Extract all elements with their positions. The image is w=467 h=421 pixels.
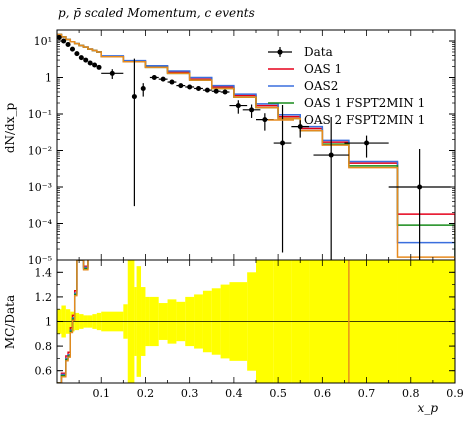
x-tick-label: 0.5: [269, 387, 287, 400]
data-point: [96, 64, 102, 70]
mc-histograms: [57, 33, 455, 260]
legend-label: OAS 1 FSPT2MIN 1: [304, 96, 425, 110]
y-tick-label: 10¹: [34, 35, 52, 48]
main-plot: 10⁻⁵ 10⁻⁴ 10⁻³ 10⁻² 10⁻¹ 1 10¹: [28, 29, 456, 267]
data-point: [328, 152, 334, 158]
ratio-y-tick-label: 1: [45, 316, 52, 329]
legend-item: Data: [268, 45, 333, 59]
data-point: [69, 46, 75, 52]
y-tick-label: 10⁻³: [28, 181, 52, 194]
data-point: [83, 57, 89, 63]
data-point: [78, 55, 84, 61]
histogram-OAS 2 FSPT2MIN 1: [57, 33, 455, 260]
data-point: [65, 42, 71, 48]
histogram-OAS 1 FSPT2MIN 1: [57, 33, 455, 260]
data-point: [417, 184, 423, 190]
legend-marker-point: [277, 49, 283, 55]
chart-title: p, p̄ scaled Momentum, c events: [58, 6, 255, 20]
x-tick-label: 0.2: [137, 387, 155, 400]
histogram-OAS 1: [57, 33, 455, 260]
data-point: [213, 88, 219, 94]
legend-item: OAS2: [268, 79, 338, 93]
data-point: [140, 85, 146, 91]
legend: Data OAS 1 OAS2 OAS 1 FSPT2MIN 1 OAS 2 FSPT2…: [268, 45, 425, 127]
data-point: [109, 70, 115, 76]
main-y-axis-title: dN/dx_p: [3, 103, 17, 154]
data-point: [87, 60, 93, 66]
legend-item: OAS 1 FSPT2MIN 1: [268, 96, 425, 110]
ratio-y-tick-label: 1.2: [35, 291, 53, 304]
data-point: [364, 140, 370, 146]
legend-label: OAS 2 FSPT2MIN 1: [304, 113, 425, 127]
x-tick-label: 0.8: [402, 387, 420, 400]
ratio-y-axis-title: MC/Data: [3, 295, 17, 349]
x-tick-label: 0.1: [92, 387, 110, 400]
histogram-OAS2: [57, 33, 455, 260]
ratio-y-tick-label: 0.6: [35, 365, 53, 378]
data-point: [222, 89, 228, 95]
data-point: [235, 103, 241, 109]
ratio-y-tick-label: 0.8: [35, 340, 53, 353]
data-point: [262, 117, 268, 123]
data-point: [160, 76, 166, 82]
data-point: [61, 38, 67, 44]
ratio-line-OAS 2 FSPT2MIN 1: [57, 260, 89, 383]
data-point: [204, 87, 210, 93]
x-tick-label: 0.7: [358, 387, 376, 400]
legend-label: OAS2: [304, 79, 338, 93]
x-tick-label: 0.3: [181, 387, 199, 400]
data-point: [280, 140, 286, 146]
y-tick-label: 10⁻¹: [28, 108, 52, 121]
data-point: [196, 85, 202, 91]
ratio-plot: 0.1 0.2 0.3 0.4 0.5 0.6 0.7 0.8 0.9 0.6 0.8 1 1.2 1.4: [35, 259, 464, 400]
ratio-series: [57, 260, 89, 383]
data-point: [92, 62, 98, 68]
data-point: [57, 34, 62, 40]
data-point: [187, 84, 193, 90]
x-axis-title: x_p: [418, 401, 439, 415]
legend-item: OAS 2 FSPT2MIN 1: [268, 113, 425, 127]
main-frame: [56, 29, 456, 261]
y-tick-label: 10⁻⁴: [28, 217, 53, 230]
data-point: [169, 79, 175, 85]
x-tick-label: 0.9: [446, 387, 464, 400]
y-tick-label: 10⁻⁵: [28, 254, 52, 267]
legend-label: Data: [304, 45, 333, 59]
data-point: [297, 124, 303, 130]
x-tick-label: 0.6: [314, 387, 332, 400]
legend-label: OAS 1: [304, 62, 342, 76]
x-tick-label: 0.4: [225, 387, 243, 400]
legend-item: OAS 1: [268, 62, 342, 76]
data-point: [74, 51, 80, 57]
ratio-y-tick-label: 1.4: [35, 266, 53, 279]
data-points: [57, 34, 451, 260]
data-point: [151, 74, 157, 80]
data-point: [249, 107, 255, 113]
y-tick-label: 10⁻²: [28, 144, 52, 157]
data-point: [131, 94, 137, 100]
y-tick-label: 1: [45, 71, 52, 84]
data-point: [178, 83, 184, 89]
